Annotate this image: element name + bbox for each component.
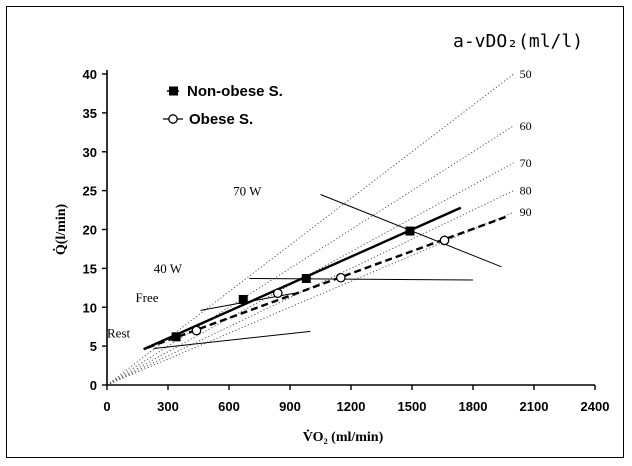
obese-point bbox=[191, 325, 202, 336]
iso-label-50: 50 bbox=[520, 67, 532, 81]
legend-label-obese: Obese S. bbox=[189, 111, 253, 128]
legend-label-non-obese: Non-obese S. bbox=[187, 83, 283, 100]
iso-line-90 bbox=[106, 211, 514, 386]
annotation-70-w: 70 W bbox=[233, 183, 262, 198]
annotation-free: Free bbox=[135, 290, 158, 305]
y-axis-title: Q̇(l/min) bbox=[52, 204, 69, 256]
y-tick-label: 30 bbox=[83, 145, 97, 160]
y-tick-label: 25 bbox=[83, 184, 97, 199]
workload-lines bbox=[153, 194, 502, 349]
x-tick-label: 2400 bbox=[581, 399, 610, 414]
y-tick-label: 15 bbox=[83, 261, 97, 276]
axes bbox=[102, 70, 596, 390]
iso-label-80: 80 bbox=[520, 184, 532, 198]
tick-labels: 0 5 10 15 20 25 30 35 40 0 300 600 900 1200 1500 1800 21… bbox=[83, 67, 610, 414]
non-obese-point bbox=[171, 332, 181, 342]
x-tick-label: 1500 bbox=[398, 399, 427, 414]
x-tick-label: 300 bbox=[157, 399, 179, 414]
y-tick-label: 0 bbox=[90, 378, 97, 393]
x-tick-label: 0 bbox=[103, 399, 110, 414]
y-tick-label: 20 bbox=[83, 223, 97, 238]
legend: Non-obese S. Obese S. bbox=[163, 83, 283, 128]
x-tick-label: 900 bbox=[279, 399, 301, 414]
workload-line bbox=[249, 277, 474, 281]
annotations: V̇O₂ (ml/min)Q̇(l/min)5060708090a-vDO₂(m… bbox=[52, 31, 583, 445]
x-axis-title: V̇O₂ (ml/min) bbox=[303, 428, 384, 445]
iso-line-80 bbox=[106, 190, 514, 386]
y-tick-label: 10 bbox=[83, 300, 97, 315]
annotation-40-w: 40 W bbox=[154, 261, 183, 276]
iso-lines-title: a-vDO₂(ml/l) bbox=[453, 31, 583, 52]
non-obese-point bbox=[405, 226, 415, 236]
y-tick-label: 35 bbox=[83, 106, 97, 121]
y-tick-label: 40 bbox=[83, 67, 97, 82]
y-tick-label: 5 bbox=[90, 339, 97, 354]
series-2-fit-line bbox=[147, 215, 508, 349]
non-obese-point bbox=[301, 273, 311, 283]
data-points bbox=[171, 226, 450, 342]
obese-point bbox=[439, 235, 450, 246]
legend-marker-non-obese bbox=[169, 86, 178, 96]
chart-frame: 0 5 10 15 20 25 30 35 40 0 300 600 900 1200 1500 1800 21… bbox=[6, 6, 624, 458]
x-tick-label: 600 bbox=[218, 399, 240, 414]
x-tick-label: 1800 bbox=[459, 399, 488, 414]
legend-marker-obese bbox=[168, 114, 178, 124]
non-obese-point bbox=[238, 294, 248, 304]
iso-label-90: 90 bbox=[520, 205, 532, 219]
annotation-rest: Rest bbox=[107, 326, 131, 341]
x-tick-label: 2100 bbox=[520, 399, 549, 414]
iso-line-60 bbox=[106, 125, 514, 386]
obese-point bbox=[335, 272, 346, 283]
x-tick-label: 1200 bbox=[337, 399, 366, 414]
obese-point bbox=[272, 288, 283, 299]
workload-line bbox=[153, 330, 311, 349]
chart-svg: 0 5 10 15 20 25 30 35 40 0 300 600 900 1200 1500 1800 21… bbox=[52, 31, 610, 445]
iso-label-60: 60 bbox=[520, 119, 532, 133]
iso-label-70: 70 bbox=[520, 156, 532, 170]
